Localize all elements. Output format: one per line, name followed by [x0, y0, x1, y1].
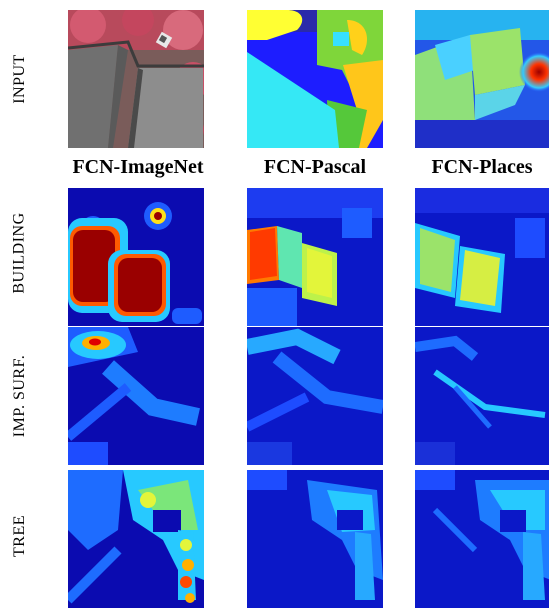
heatmap-imp-surf-fcn-places [415, 327, 549, 465]
column-header-fcn-imagenet: FCN-ImageNet [72, 156, 204, 178]
heatmap-tree-fcn-imagenet [68, 470, 204, 608]
input-aerial-image [68, 10, 204, 148]
heatmap-building-fcn-imagenet [68, 188, 204, 326]
row-label-imp-surf: IMP. SURF. [11, 354, 29, 438]
input-dsm-heightmap [415, 10, 549, 148]
heatmap-imp-surf-fcn-imagenet [68, 327, 204, 465]
column-header-fcn-places: FCN-Places [431, 156, 533, 178]
heatmap-tree-fcn-pascal [247, 470, 383, 608]
row-label-building: BUILDING [11, 212, 29, 294]
row-label-tree: TREE [11, 515, 28, 557]
column-header-fcn-pascal: FCN-Pascal [263, 156, 367, 178]
heatmap-tree-fcn-places [415, 470, 549, 608]
heatmap-building-fcn-pascal [247, 188, 383, 326]
heatmap-building-fcn-places [415, 188, 549, 326]
input-ground-truth-map [247, 10, 383, 148]
row-label-input: INPUT [11, 54, 29, 104]
heatmap-imp-surf-fcn-pascal [247, 327, 383, 465]
